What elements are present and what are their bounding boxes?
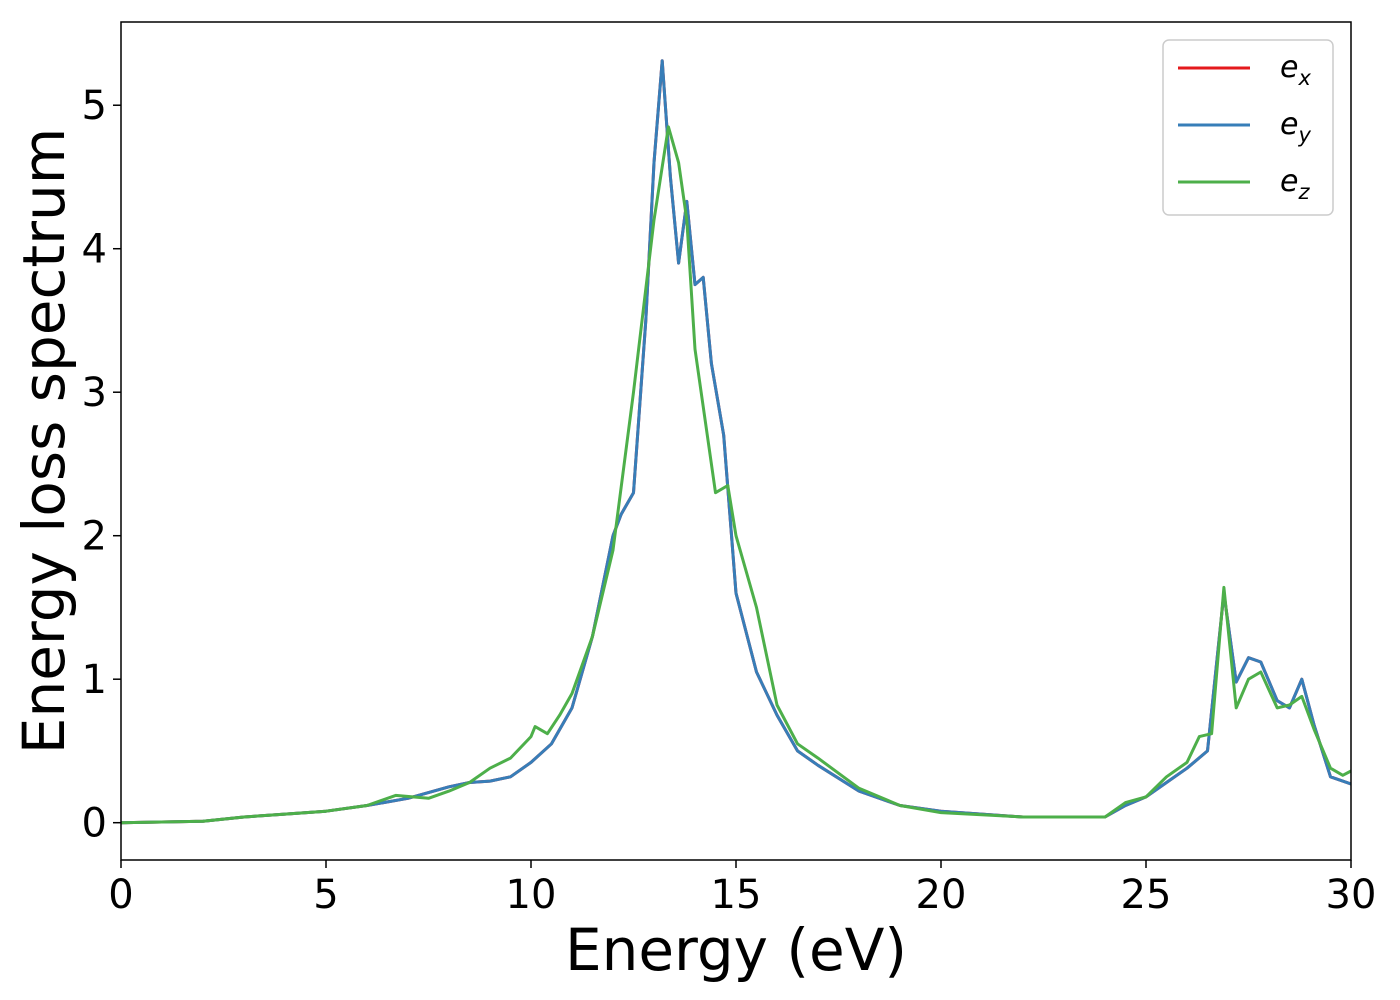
legend-box <box>1162 39 1334 216</box>
x-tick-label: 30 <box>1326 872 1377 918</box>
x-tick-label: 25 <box>1121 872 1172 918</box>
x-axis-label: Energy (eV) <box>565 916 907 984</box>
y-axis-label: Energy loss spectrum <box>10 128 78 754</box>
x-tick-label: 5 <box>313 872 338 918</box>
y-axis-ticks: 0 1 2 3 4 5 <box>82 83 121 847</box>
y-tick-label: 0 <box>82 801 107 847</box>
x-tick-label: 20 <box>916 872 967 918</box>
series-line-e-z <box>121 125 1351 825</box>
y-tick-label: 2 <box>82 514 107 560</box>
series-layer <box>121 59 1351 825</box>
x-tick-label: 15 <box>711 872 762 918</box>
y-tick-label: 1 <box>82 657 107 703</box>
y-tick-label: 5 <box>82 83 107 129</box>
x-axis-ticks: 0 5 10 15 20 25 30 <box>108 860 1376 918</box>
y-tick-label: 3 <box>82 370 107 416</box>
x-tick-label: 0 <box>108 872 133 918</box>
y-tick-label: 4 <box>82 227 107 273</box>
x-tick-label: 10 <box>506 872 557 918</box>
